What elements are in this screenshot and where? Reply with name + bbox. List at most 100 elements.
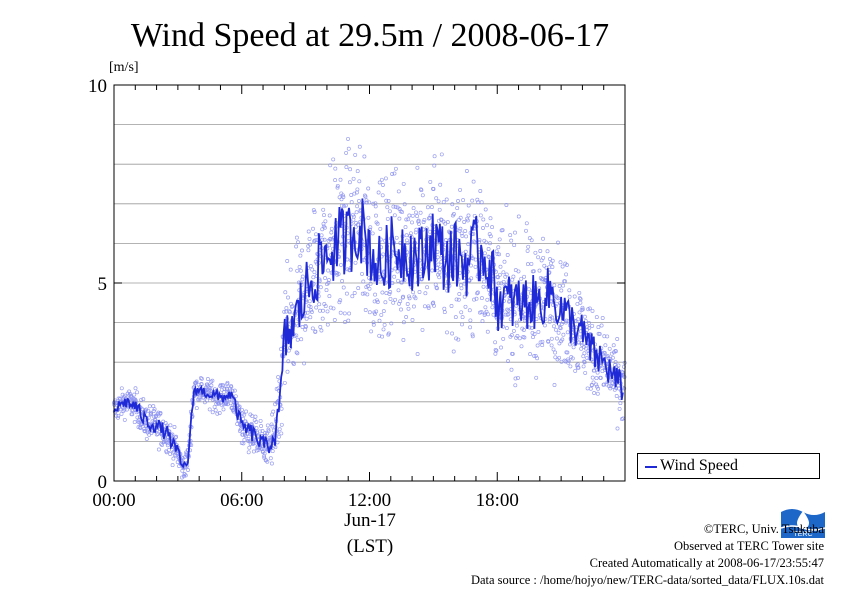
- scatter-point: [587, 321, 591, 325]
- scatter-point: [537, 268, 542, 273]
- scatter-point: [130, 412, 135, 417]
- scatter-point: [538, 249, 543, 253]
- scatter-point: [346, 318, 351, 323]
- scatter-point: [310, 326, 315, 331]
- scatter-point: [536, 329, 541, 334]
- created-text: Created Automatically at 2008-06-17/23:5…: [589, 556, 824, 570]
- scatter-point: [432, 163, 437, 168]
- x-tick-label: 12:00: [348, 490, 391, 511]
- scatter-point: [426, 304, 431, 309]
- scatter-point: [375, 300, 380, 304]
- scatter-point: [155, 431, 160, 436]
- scatter-point: [473, 257, 478, 262]
- scatter-point: [419, 276, 424, 281]
- scatter-point: [373, 292, 378, 297]
- wind-speed-line: [113, 198, 624, 469]
- scatter-point: [360, 291, 365, 296]
- scatter-point: [614, 394, 619, 398]
- scatter-point: [432, 303, 436, 308]
- scatter-point: [511, 328, 516, 333]
- scatter-point: [231, 409, 236, 414]
- scatter-point: [438, 182, 443, 187]
- scatter-point: [368, 281, 373, 286]
- scatter-point: [502, 259, 507, 264]
- scatter-point: [493, 347, 498, 352]
- scatter-point: [147, 404, 152, 409]
- scatter-point: [508, 233, 513, 238]
- scatter-point: [564, 272, 569, 277]
- scatter-point: [552, 324, 556, 329]
- scatter-point: [244, 409, 249, 414]
- scatter-point: [401, 181, 406, 186]
- scatter-point: [116, 415, 120, 420]
- scatter-point: [553, 350, 558, 355]
- scatter-point: [364, 200, 369, 205]
- scatter-point: [562, 358, 567, 363]
- scatter-point: [282, 309, 287, 314]
- scatter-point: [574, 319, 579, 324]
- scatter-point: [132, 420, 137, 425]
- scatter-point: [221, 383, 226, 388]
- scatter-point: [500, 228, 505, 233]
- scatter-point: [397, 207, 402, 211]
- scatter-point: [268, 456, 273, 461]
- scatter-point: [458, 215, 463, 220]
- scatter-point: [345, 267, 350, 272]
- scatter-point: [166, 448, 171, 452]
- scatter-point: [602, 382, 606, 387]
- scatter-point: [348, 167, 353, 172]
- scatter-point: [496, 275, 501, 280]
- scatter-point: [561, 283, 566, 288]
- scatter-point: [258, 418, 263, 423]
- scatter-point: [247, 445, 252, 450]
- scatter-point: [370, 231, 375, 236]
- scatter-point: [374, 309, 379, 314]
- scatter-point: [515, 334, 520, 338]
- scatter-point: [545, 249, 550, 254]
- scatter-point: [555, 336, 559, 341]
- scatter-point: [506, 359, 510, 364]
- scatter-point: [285, 259, 290, 263]
- scatter-point: [277, 427, 282, 432]
- scatter-point: [442, 306, 447, 311]
- scatter-point: [341, 285, 346, 290]
- scatter-point: [308, 315, 313, 320]
- scatter-point: [560, 264, 565, 269]
- scatter-point: [276, 434, 281, 439]
- scatter-point: [240, 432, 245, 437]
- scatter-point: [396, 278, 400, 283]
- scatter-point: [567, 288, 572, 293]
- scatter-point: [442, 310, 447, 315]
- scatter-point: [404, 238, 409, 243]
- scatter-point: [338, 298, 343, 303]
- scatter-point: [428, 229, 432, 234]
- scatter-point: [513, 376, 518, 381]
- scatter-point: [265, 423, 270, 428]
- scatter-point: [407, 294, 411, 299]
- scatter-point: [128, 391, 133, 396]
- scatter-point: [513, 230, 517, 235]
- scatter-point: [506, 312, 511, 317]
- scatter-point: [460, 322, 464, 327]
- scatter-point: [217, 411, 222, 415]
- scatter-point: [322, 237, 327, 242]
- scatter-point: [410, 318, 415, 322]
- scatter-point: [456, 337, 461, 342]
- scatter-point: [423, 291, 428, 296]
- scatter-point: [201, 395, 206, 400]
- scatter-point: [217, 401, 222, 405]
- scatter-point: [382, 322, 387, 327]
- scatter-point: [379, 177, 384, 182]
- scatter-point: [558, 260, 563, 265]
- scatter-point: [533, 250, 538, 255]
- scatter-point: [388, 296, 393, 301]
- scatter-point: [479, 310, 484, 315]
- scatter-point: [339, 203, 344, 208]
- scatter-point: [298, 253, 303, 258]
- scatter-point: [163, 439, 168, 443]
- scatter-point: [346, 136, 350, 141]
- scatter-point: [266, 427, 271, 432]
- scatter-point: [286, 295, 290, 300]
- scatter-point: [526, 244, 531, 249]
- scatter-point: [209, 383, 214, 388]
